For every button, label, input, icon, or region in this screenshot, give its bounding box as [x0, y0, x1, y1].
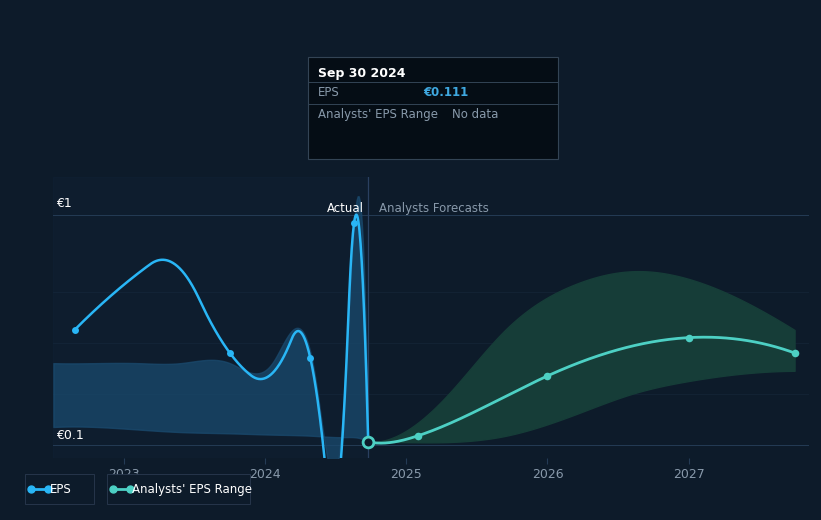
Text: Sep 30 2024: Sep 30 2024 — [318, 67, 406, 80]
Point — [223, 349, 236, 357]
Text: €1: €1 — [56, 197, 72, 210]
Text: Analysts' EPS Range: Analysts' EPS Range — [318, 108, 438, 121]
Text: No data: No data — [452, 108, 498, 121]
Text: Analysts' EPS Range: Analysts' EPS Range — [132, 483, 252, 496]
Point — [788, 349, 801, 357]
Text: Actual: Actual — [327, 202, 364, 215]
Point — [541, 372, 554, 380]
Point — [361, 438, 374, 446]
Text: Analysts Forecasts: Analysts Forecasts — [379, 202, 489, 215]
Point — [361, 438, 374, 446]
Point — [411, 432, 424, 440]
Text: €0.1: €0.1 — [56, 430, 84, 443]
Text: EPS: EPS — [318, 86, 339, 99]
Point — [304, 354, 317, 362]
Point — [68, 326, 81, 334]
Point — [682, 333, 695, 342]
Bar — [53, 177, 368, 458]
Text: EPS: EPS — [50, 483, 71, 496]
Text: €0.111: €0.111 — [423, 86, 468, 99]
Point — [347, 218, 360, 227]
